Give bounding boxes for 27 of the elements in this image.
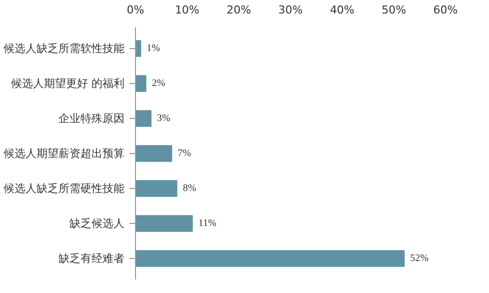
data-label: 8% — [182, 183, 196, 194]
x-tick-label: 0% — [126, 4, 144, 16]
bar — [136, 215, 193, 232]
y-tick-label: 候选人缺乏所需硬性技能 — [4, 182, 124, 195]
x-tick-label: 30% — [278, 4, 303, 16]
x-tick-label: 10% — [174, 4, 200, 16]
x-tick-label: 50% — [382, 4, 406, 16]
y-tick-label: 候选人缺乏所需软性技能 — [4, 42, 124, 55]
bar — [136, 110, 152, 127]
bar — [136, 145, 172, 162]
y-tick-label: 企业特殊原因 — [58, 112, 124, 125]
y-tick-label: 缺乏有经难者 — [58, 252, 124, 265]
bar — [136, 180, 178, 197]
data-label: 1% — [146, 43, 160, 54]
data-label: 52% — [410, 253, 429, 264]
y-tick-label: 候选人期望薪资超出预算 — [4, 147, 124, 160]
data-label: 7% — [178, 148, 192, 159]
data-label: 11% — [198, 218, 216, 229]
x-tick-label: 20% — [226, 4, 252, 16]
data-label: 3% — [157, 113, 170, 124]
x-tick-label: 40% — [330, 4, 354, 16]
bar — [136, 250, 405, 267]
y-tick-label: 候选人期望更好 的福利 — [11, 77, 125, 90]
x-tick-label: 60% — [433, 4, 458, 16]
data-label: 2% — [152, 78, 166, 89]
y-tick-label: 缺乏候选人 — [70, 217, 124, 230]
bar — [136, 75, 146, 92]
